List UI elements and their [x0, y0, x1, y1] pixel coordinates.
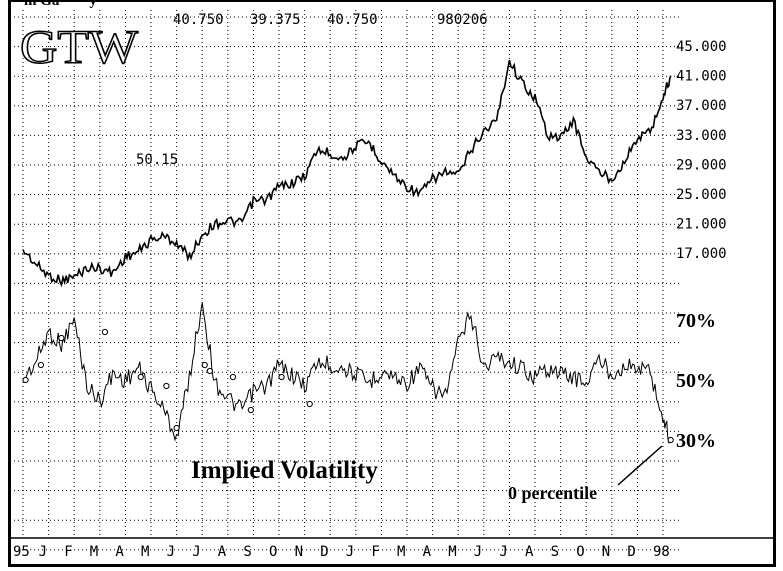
price-tick-label: 29.000 [676, 157, 727, 173]
price-tick-label: 33.000 [676, 128, 727, 144]
x-tick-label: J [474, 544, 482, 560]
iv-marker [278, 373, 285, 381]
x-tick-label: M [90, 544, 98, 560]
x-tick-label: O [576, 544, 584, 560]
x-tick-label: 98 [653, 544, 670, 560]
iv-marker [22, 376, 29, 384]
iv-tick-label: 50% [676, 370, 716, 392]
iv-marker [206, 367, 213, 375]
window-title-clipped: m Ga y [24, 0, 97, 9]
iv-tick-label: 70% [676, 310, 716, 332]
iv-marker [163, 382, 170, 390]
x-tick-label: N [295, 544, 303, 560]
x-tick-label: A [423, 544, 432, 560]
x-tick-label: J [499, 544, 507, 560]
percentile-annotation-arrow [617, 445, 663, 486]
grid [14, 10, 682, 551]
iv-tick-label: 30% [676, 430, 716, 452]
price-tick-label: 25.000 [676, 187, 727, 203]
iv-marker [201, 361, 208, 369]
x-tick-label: O [269, 544, 277, 560]
x-tick-label: N [602, 544, 610, 560]
iv-markers [22, 328, 674, 444]
x-tick-label: S [243, 544, 251, 560]
iv-axis: 70% 50% 30% [676, 310, 716, 452]
iv-marker [58, 334, 65, 342]
x-tick-label: M [141, 544, 149, 560]
ticker-label: GTW [20, 21, 139, 74]
x-tick-label: A [115, 544, 124, 560]
price-axis: 45.000 41.000 37.000 33.000 29.000 25.000 21.0… [676, 39, 727, 262]
iv-title: Implied Volatility [191, 457, 378, 484]
header-stat: 40.750 [327, 12, 378, 28]
x-tick-label: F [371, 544, 379, 560]
header-stat: 39.375 [250, 12, 301, 28]
price-tick-label: 41.000 [676, 69, 727, 85]
iv-marker [667, 436, 674, 444]
x-tick-label: D [320, 544, 328, 560]
iv-marker [229, 373, 237, 381]
price-tick-label: 21.000 [676, 217, 727, 233]
x-tick-label: D [627, 544, 635, 560]
x-tick-label: M [397, 544, 405, 560]
iv-value-label: 50.15 [136, 152, 178, 168]
x-tick-label: F [64, 544, 72, 560]
x-axis: 95 J F M A M J J A S O N D J F M A M J J A S O N D 98 [13, 544, 670, 560]
x-tick-label: S [551, 544, 559, 560]
price-tick-label: 17.000 [676, 246, 727, 262]
header-stat: 40.750 [173, 12, 224, 28]
header-stat: 980206 [437, 12, 488, 28]
iv-marker [173, 424, 180, 432]
percentile-annotation: 0 percentile [508, 483, 597, 503]
x-tick-label: M [448, 544, 456, 560]
iv-marker [101, 328, 109, 336]
iv-line [22, 302, 672, 444]
price-line [22, 59, 672, 288]
price-tick-label: 45.000 [676, 39, 727, 55]
iv-marker [247, 406, 254, 414]
iv-marker [306, 400, 313, 408]
x-tick-label: J [192, 544, 200, 560]
x-tick-label: 95 [13, 544, 30, 560]
iv-marker [137, 373, 144, 381]
x-tick-label: J [346, 544, 354, 560]
chart-frame [8, 0, 776, 567]
iv-marker [37, 361, 45, 369]
stats-row: 40.750 39.375 40.750 980206 [173, 12, 488, 28]
x-tick-label: J [167, 544, 175, 560]
x-tick-label: A [525, 544, 534, 560]
x-tick-label: A [218, 544, 227, 560]
price-tick-label: 37.000 [676, 98, 727, 114]
x-tick-label: J [39, 544, 47, 560]
